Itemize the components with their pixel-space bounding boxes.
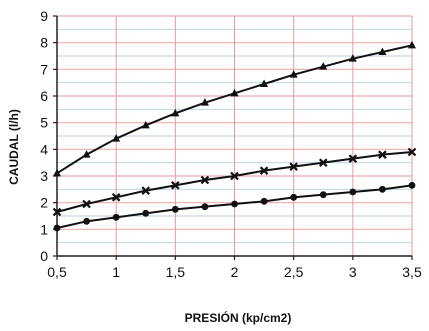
grid <box>56 15 413 257</box>
data-point-triangle <box>378 47 387 55</box>
y-tick-label: 4 <box>40 141 48 157</box>
y-tick-label: 5 <box>40 115 48 131</box>
data-point-cross <box>200 175 210 185</box>
data-point-triangle <box>82 150 91 158</box>
y-tick-label: 3 <box>40 168 48 184</box>
data-point-cross <box>259 166 269 175</box>
data-point-cross <box>348 154 358 163</box>
data-point-cross <box>378 150 387 159</box>
data-point-triangle <box>200 98 209 106</box>
y-tick-label: 1 <box>40 221 48 237</box>
data-point-cross <box>111 193 121 202</box>
y-tick-label: 2 <box>40 195 48 211</box>
y-tick-label: 9 <box>40 8 48 24</box>
data-point-triangle <box>112 134 121 142</box>
x-axis-label: PRESIÓN (kp/cm2) <box>185 310 292 325</box>
y-tick-label: 0 <box>40 248 48 264</box>
data-point-triangle <box>171 108 180 117</box>
y-tick-label: 6 <box>40 88 48 104</box>
data-point-triangle <box>53 168 61 177</box>
data-point-cross <box>289 162 298 171</box>
data-point-circle <box>83 217 90 225</box>
data-point-cross <box>230 171 239 181</box>
data-point-circle <box>142 209 150 217</box>
data-point-circle <box>260 197 268 205</box>
data-point-circle <box>349 188 357 196</box>
y-tick-label: 8 <box>40 35 48 51</box>
data-point-triangle <box>141 120 150 129</box>
tick-labels: 0 1 2 3 4 5 6 7 8 9 0,5 1 1,5 2 2,5 3 3,5 <box>40 8 422 280</box>
x-tick-label: 1 <box>112 264 120 280</box>
data-point-circle <box>231 200 238 208</box>
data-point-circle <box>379 185 386 193</box>
data-point-cross <box>407 147 417 157</box>
data-point-circle <box>201 203 209 211</box>
data-point-triangle <box>260 79 269 87</box>
data-point-circle <box>112 213 120 221</box>
series-group <box>52 40 417 232</box>
data-point-circle <box>171 205 179 213</box>
data-point-triangle <box>230 88 239 97</box>
x-tick-label: 3,5 <box>402 264 422 280</box>
x-tick-label: 2 <box>231 264 239 280</box>
data-point-triangle <box>348 54 357 62</box>
axes <box>53 15 413 260</box>
data-point-cross <box>82 199 91 209</box>
data-point-cross <box>141 186 151 195</box>
y-tick-label: 7 <box>40 61 48 77</box>
data-point-circle <box>408 181 416 189</box>
data-point-circle <box>53 224 61 232</box>
data-point-cross <box>171 181 180 190</box>
x-tick-label: 3 <box>349 264 357 280</box>
data-point-cross <box>52 207 62 217</box>
data-point-cross <box>318 158 328 167</box>
y-axis-label: CAUDAL (l/h) <box>7 109 21 185</box>
x-tick-label: 0,5 <box>47 264 67 280</box>
data-point-circle <box>319 191 327 199</box>
data-point-triangle <box>408 40 416 49</box>
data-point-circle <box>290 193 298 201</box>
x-tick-label: 1,5 <box>166 264 186 280</box>
x-tick-label: 2,5 <box>284 264 304 280</box>
data-point-triangle <box>289 70 298 78</box>
data-point-triangle <box>319 62 328 70</box>
